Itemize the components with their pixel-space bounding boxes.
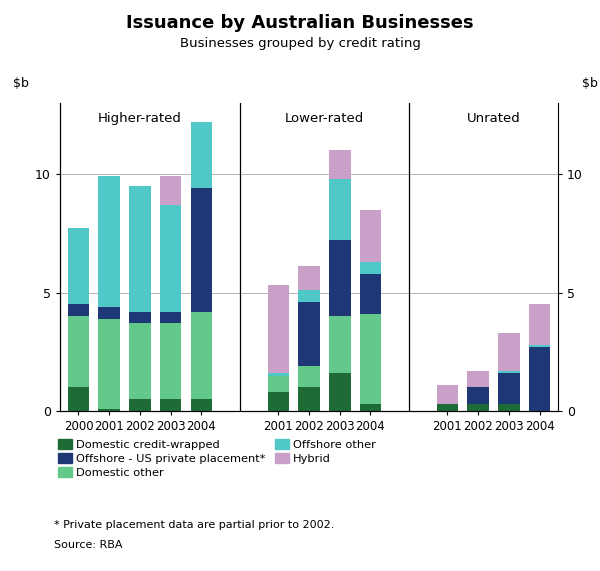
Bar (329, 316, 350, 373)
Bar (68, 316, 89, 387)
Bar (191, 399, 212, 411)
Bar (329, 373, 350, 411)
Bar (360, 274, 381, 314)
Bar (160, 205, 181, 312)
Bar (498, 373, 520, 404)
Bar (360, 210, 381, 262)
Bar (160, 312, 181, 323)
Bar (329, 179, 350, 240)
Bar (329, 240, 350, 316)
Bar (191, 122, 212, 188)
Bar (268, 286, 289, 373)
Text: * Private placement data are partial prior to 2002.: * Private placement data are partial pri… (54, 520, 334, 530)
Bar (437, 404, 458, 411)
Text: Issuance by Australian Businesses: Issuance by Australian Businesses (126, 14, 474, 33)
Bar (98, 319, 120, 409)
Bar (529, 304, 550, 345)
Bar (298, 366, 320, 387)
Bar (68, 387, 89, 411)
Text: $b: $b (582, 78, 598, 90)
Bar (298, 267, 320, 290)
Bar (360, 314, 381, 404)
Text: Source: RBA: Source: RBA (54, 540, 122, 550)
Bar (498, 333, 520, 371)
Bar (298, 290, 320, 302)
Bar (68, 228, 89, 304)
Bar (298, 387, 320, 411)
Bar (298, 302, 320, 366)
Bar (129, 399, 151, 411)
Bar (437, 385, 458, 404)
Bar (129, 323, 151, 399)
Bar (98, 176, 120, 307)
Bar (191, 312, 212, 399)
Legend: Domestic credit-wrapped, Offshore - US private placement*, Domestic other, Offsh: Domestic credit-wrapped, Offshore - US p… (53, 435, 380, 482)
Bar (98, 409, 120, 411)
Bar (129, 312, 151, 323)
Bar (360, 404, 381, 411)
Bar (467, 371, 489, 387)
Text: Lower-rated: Lower-rated (285, 112, 364, 125)
Bar (129, 186, 151, 312)
Bar (268, 376, 289, 392)
Bar (160, 399, 181, 411)
Bar (160, 323, 181, 399)
Bar (467, 404, 489, 411)
Text: $b: $b (13, 78, 29, 90)
Text: Higher-rated: Higher-rated (98, 112, 182, 125)
Bar (529, 345, 550, 347)
Bar (160, 176, 181, 205)
Bar (68, 304, 89, 316)
Bar (98, 307, 120, 319)
Bar (329, 150, 350, 179)
Bar (498, 404, 520, 411)
Bar (529, 347, 550, 411)
Text: Businesses grouped by credit rating: Businesses grouped by credit rating (179, 37, 421, 50)
Bar (360, 262, 381, 274)
Text: Unrated: Unrated (467, 112, 520, 125)
Bar (268, 392, 289, 411)
Bar (191, 188, 212, 312)
Bar (498, 371, 520, 373)
Bar (268, 373, 289, 376)
Bar (467, 387, 489, 404)
